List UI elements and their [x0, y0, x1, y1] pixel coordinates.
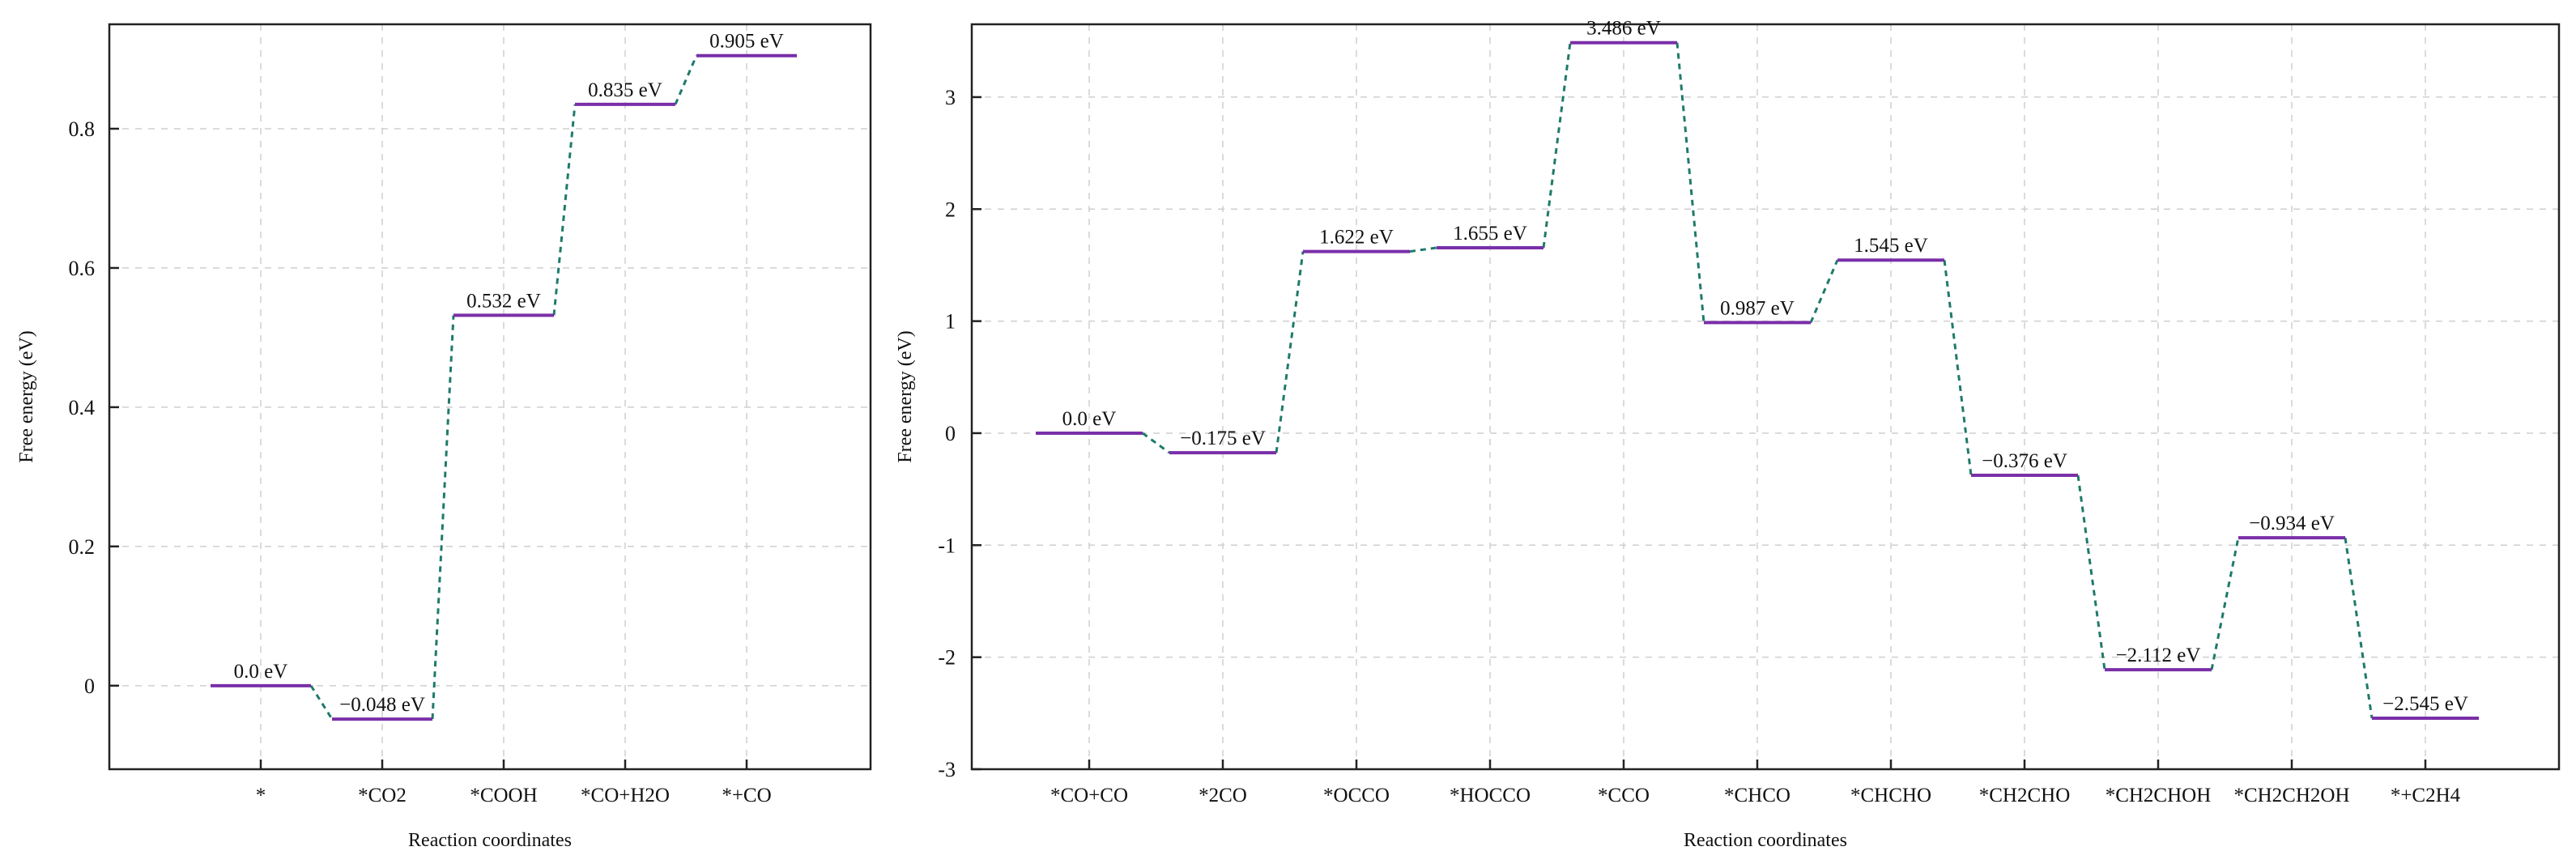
y-axis-title: Free energy (eV): [895, 330, 916, 462]
connector-line: [2076, 474, 2106, 670]
connector-line: [1142, 432, 1170, 454]
x-category-label: *CH2CHOH: [2106, 785, 2212, 806]
connector-line: [2210, 537, 2240, 670]
energy-level-label: 3.486 eV: [1586, 18, 1661, 40]
energy-level-label: −2.112 eV: [2116, 645, 2201, 666]
connector-line: [1275, 251, 1305, 453]
x-category-label: *CHCHO: [1850, 785, 1931, 806]
x-axis-title: Reaction coordinates: [408, 830, 572, 851]
y-axis-title: Free energy (eV): [16, 330, 37, 462]
energy-level-label: 1.545 eV: [1854, 235, 1928, 257]
energy-level-label: 0.0 eV: [234, 661, 288, 683]
connector-line: [1809, 259, 1839, 324]
connector-line: [431, 315, 455, 720]
energy-level-label: 1.655 eV: [1453, 223, 1527, 245]
y-tick-label: 0: [945, 422, 956, 445]
plot-frame: [970, 23, 2561, 771]
y-tick-label: 0.6: [69, 257, 96, 280]
connector-line: [1542, 42, 1572, 249]
energy-level-label: 1.622 eV: [1319, 227, 1394, 249]
connector-line: [674, 55, 698, 105]
y-tick-label: 0.4: [69, 396, 96, 419]
x-category-label: *: [256, 785, 266, 806]
energy-level-label: −0.376 eV: [1982, 450, 2067, 472]
x-category-label: *CO+H2O: [581, 785, 670, 806]
chart-right-svg: -3 -2 -1 0 1 2 3 *CO+CO *2CO *OCCO *HOCCO *CCO *CHCO…: [895, 18, 2561, 851]
y-tick-label: 0.2: [69, 535, 96, 559]
energy-level-label: 0.905 eV: [709, 31, 784, 53]
y-tick-label: -2: [938, 646, 956, 670]
x-category-label: *CHCO: [1724, 785, 1790, 806]
connector-line: [1943, 260, 1973, 476]
connector-line: [2344, 537, 2374, 719]
chart-left-svg: 0 0.2 0.4 0.6 0.8 * *CO2 *COOH *CO+H2O *+CO 0.0 eV…: [16, 23, 872, 851]
energy-level-label: −0.175 eV: [1180, 428, 1266, 449]
x-axis-title: Reaction coordinates: [1684, 830, 1847, 851]
x-category-label: *+CO: [722, 785, 771, 806]
x-category-label: *2CO: [1199, 785, 1247, 806]
x-category-label: *CH2CH2OH: [2233, 785, 2349, 806]
energy-level-label: 0.987 eV: [1720, 297, 1795, 319]
x-category-label: *OCCO: [1323, 785, 1390, 806]
y-tick-label: 2: [945, 198, 956, 221]
x-category-label: *+C2H4: [2391, 785, 2461, 806]
chart-right: -3 -2 -1 0 1 2 3 *CO+CO *2CO *OCCO *HOCCO *CCO *CHCO…: [887, 0, 2576, 868]
x-category-label: *COOH: [470, 785, 537, 806]
x-category-label: *CO+CO: [1050, 785, 1128, 806]
y-tick-label: 0.8: [69, 117, 96, 141]
energy-level-label: 0.0 eV: [1062, 408, 1117, 430]
energy-level-label: −0.048 eV: [339, 694, 425, 716]
y-tick-label: 0: [84, 674, 95, 698]
energy-level-label: −0.934 eV: [2249, 513, 2335, 534]
plot-frame: [108, 23, 872, 771]
y-tick-label: -3: [938, 758, 956, 781]
energy-level-label: −2.545 eV: [2382, 693, 2468, 715]
y-tick-label: 1: [945, 310, 956, 334]
y-tick-label: 3: [945, 86, 956, 109]
connector-line: [309, 685, 334, 720]
x-category-label: *CO2: [358, 785, 407, 806]
energy-level-label: 0.835 eV: [588, 79, 662, 101]
connector-line: [1409, 246, 1437, 253]
x-category-label: *CCO: [1598, 785, 1650, 806]
connector-line: [1675, 42, 1705, 323]
x-category-label: *HOCCO: [1450, 785, 1531, 806]
connector-line: [552, 104, 577, 316]
chart-left: 0 0.2 0.4 0.6 0.8 * *CO2 *COOH *CO+H2O *+CO 0.0 eV…: [0, 0, 887, 868]
energy-level-label: 0.532 eV: [466, 290, 541, 312]
y-tick-label: -1: [938, 534, 956, 557]
x-category-label: *CH2CHO: [1979, 785, 2071, 806]
